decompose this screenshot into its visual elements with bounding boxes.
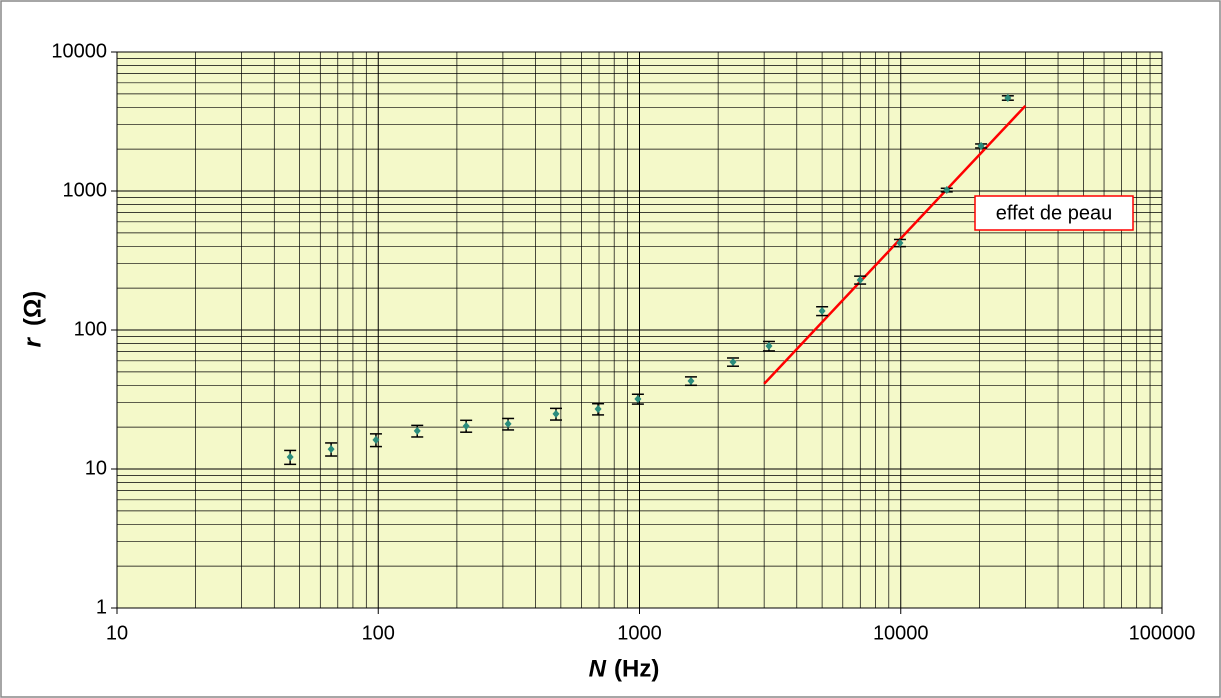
y-tick-label: 10 — [85, 457, 107, 479]
x-tick-label: 10 — [106, 622, 128, 644]
x-tick-label: 100 — [362, 622, 395, 644]
point — [413, 426, 421, 435]
point — [327, 445, 335, 454]
plot-border — [116, 51, 1163, 609]
x-axis-unit: (Hz) — [614, 655, 659, 682]
point — [1004, 93, 1012, 102]
point — [372, 435, 380, 444]
point — [729, 357, 737, 366]
point — [977, 141, 985, 150]
point — [896, 238, 904, 247]
plot-area — [116, 51, 1163, 609]
point — [818, 306, 826, 315]
x-tick-label: 10000 — [873, 622, 929, 644]
y-tick-label: 1000 — [63, 179, 108, 201]
point — [552, 409, 560, 418]
y-tick-label: 10000 — [51, 40, 107, 62]
y-axis-title: r (Ω) — [19, 291, 46, 348]
y-axis-unit: (Ω) — [19, 291, 46, 326]
point — [504, 419, 512, 428]
y-axis-symbol: r — [19, 336, 46, 347]
point — [634, 394, 642, 403]
y-tick-label: 1 — [96, 596, 107, 618]
point — [765, 342, 773, 351]
x-tick-label: 100000 — [1129, 622, 1196, 644]
y-tick-label: 100 — [74, 318, 107, 340]
point — [687, 376, 695, 385]
annotation-box — [974, 195, 1134, 231]
fit-line — [763, 104, 1027, 385]
point — [286, 452, 294, 461]
point — [856, 275, 864, 284]
annotation: effet de peau — [996, 202, 1112, 224]
x-tick-label: 1000 — [617, 622, 662, 644]
x-axis-symbol: N — [589, 655, 607, 682]
point — [462, 421, 470, 430]
point — [594, 405, 602, 414]
point — [943, 186, 951, 195]
